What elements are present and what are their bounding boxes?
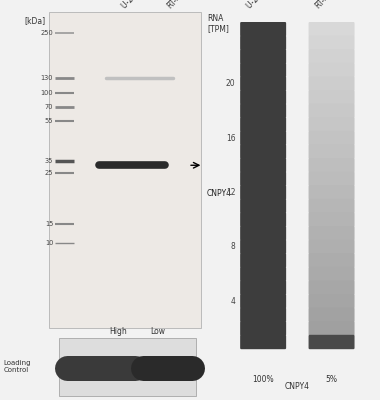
FancyBboxPatch shape [240,117,286,132]
FancyBboxPatch shape [309,90,355,104]
FancyBboxPatch shape [240,22,286,36]
FancyBboxPatch shape [309,226,355,240]
FancyBboxPatch shape [309,117,355,132]
Text: 8: 8 [231,242,236,251]
Text: U-2 OS: U-2 OS [245,0,270,10]
Text: RT-4: RT-4 [165,0,183,10]
FancyBboxPatch shape [309,321,355,336]
FancyBboxPatch shape [240,267,286,281]
FancyBboxPatch shape [240,240,286,254]
FancyBboxPatch shape [240,185,286,200]
Text: 250: 250 [40,30,53,36]
Text: CNPY4: CNPY4 [207,190,232,198]
Text: CNPY4: CNPY4 [285,382,310,391]
FancyBboxPatch shape [240,253,286,268]
FancyBboxPatch shape [240,321,286,336]
FancyBboxPatch shape [240,212,286,227]
FancyBboxPatch shape [240,335,286,349]
Text: 55: 55 [45,118,53,124]
FancyBboxPatch shape [240,199,286,213]
FancyBboxPatch shape [240,144,286,159]
Text: 20: 20 [226,79,236,88]
FancyBboxPatch shape [309,76,355,91]
Text: 12: 12 [226,188,236,197]
Text: 4: 4 [231,297,236,306]
FancyBboxPatch shape [240,280,286,295]
FancyBboxPatch shape [309,335,355,349]
FancyBboxPatch shape [309,294,355,308]
Text: 100%: 100% [252,375,274,384]
FancyBboxPatch shape [309,144,355,159]
Text: U-2 OS: U-2 OS [120,0,144,10]
FancyBboxPatch shape [309,240,355,254]
Text: Low: Low [150,327,165,336]
Text: RT-4: RT-4 [314,0,331,10]
FancyBboxPatch shape [240,76,286,91]
FancyBboxPatch shape [309,172,355,186]
FancyBboxPatch shape [309,253,355,268]
FancyBboxPatch shape [240,226,286,240]
FancyBboxPatch shape [309,36,355,50]
Text: 35: 35 [45,158,53,164]
FancyBboxPatch shape [309,280,355,295]
FancyBboxPatch shape [309,158,355,172]
Text: 15: 15 [45,221,53,227]
Text: 5%: 5% [326,375,337,384]
Text: RNA
[TPM]: RNA [TPM] [207,14,229,33]
FancyBboxPatch shape [309,308,355,322]
Text: 25: 25 [45,170,53,176]
FancyBboxPatch shape [309,104,355,118]
Text: 100: 100 [41,90,53,96]
FancyBboxPatch shape [309,212,355,227]
FancyBboxPatch shape [309,199,355,213]
Text: 130: 130 [41,75,53,81]
FancyBboxPatch shape [240,294,286,308]
FancyBboxPatch shape [240,104,286,118]
FancyBboxPatch shape [240,90,286,104]
FancyBboxPatch shape [240,63,286,77]
Text: Loading
Control: Loading Control [4,360,31,372]
Text: [kDa]: [kDa] [24,16,46,25]
Text: 10: 10 [45,240,53,246]
FancyBboxPatch shape [240,172,286,186]
Text: 16: 16 [226,134,236,142]
FancyBboxPatch shape [309,267,355,281]
Text: High: High [109,327,127,336]
Bar [49,12,201,328]
FancyBboxPatch shape [240,36,286,50]
FancyBboxPatch shape [240,131,286,145]
FancyBboxPatch shape [309,131,355,145]
FancyBboxPatch shape [309,49,355,64]
Bar [59,338,196,396]
FancyBboxPatch shape [309,22,355,36]
FancyBboxPatch shape [240,49,286,64]
Text: 70: 70 [45,104,53,110]
FancyBboxPatch shape [240,158,286,172]
FancyBboxPatch shape [240,308,286,322]
FancyBboxPatch shape [309,63,355,77]
FancyBboxPatch shape [309,185,355,200]
